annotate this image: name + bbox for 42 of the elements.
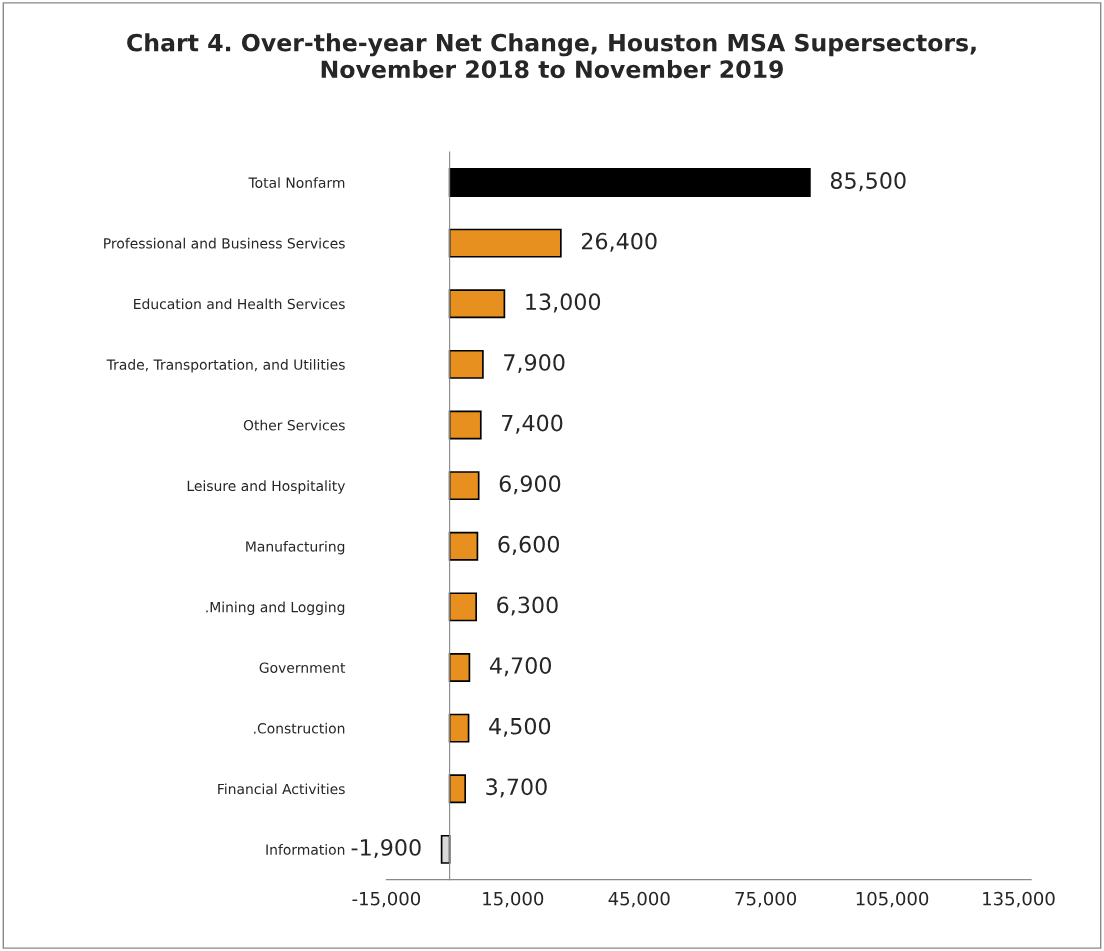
bar bbox=[448, 653, 471, 682]
y-tick-label: Total Nonfarm bbox=[248, 177, 345, 188]
data-label: 4,700 bbox=[489, 657, 551, 677]
data-label: 13,000 bbox=[526, 293, 601, 313]
bar bbox=[448, 531, 479, 561]
y-tick-label: Information bbox=[266, 844, 345, 855]
chart-title: Chart 4. Over-the-year Net Change, Houston MSA Supersectors, November 2018 to November 2019 bbox=[127, 33, 976, 79]
data-label: 7,900 bbox=[504, 353, 565, 374]
bar bbox=[448, 167, 811, 197]
y-tick-label: Leisure and Hospitality bbox=[187, 480, 346, 494]
data-label: 6,300 bbox=[497, 596, 558, 616]
y-tick-label: Other Services bbox=[243, 419, 345, 431]
data-label: 4,500 bbox=[489, 717, 551, 737]
bar bbox=[448, 471, 480, 501]
y-tick-label: Trade, Transportation, and Utilities bbox=[106, 359, 345, 373]
bar bbox=[448, 774, 467, 804]
data-label: 7,400 bbox=[502, 414, 563, 434]
x-tick-label: -15,000 bbox=[352, 891, 421, 908]
y-tick-label: .Mining and Logging bbox=[206, 601, 345, 616]
y-tick-label: Manufacturing bbox=[246, 540, 345, 555]
data-label: 6,600 bbox=[498, 535, 560, 555]
bar bbox=[448, 289, 506, 319]
bar bbox=[448, 713, 470, 743]
data-label: -1,900 bbox=[351, 839, 421, 859]
x-tick-label: 15,000 bbox=[483, 891, 544, 908]
bar bbox=[448, 349, 484, 379]
y-tick-label: .Construction bbox=[254, 722, 345, 734]
bar bbox=[448, 228, 562, 258]
data-label: 6,900 bbox=[499, 475, 561, 495]
y-tick-label: Professional and Business Services bbox=[104, 237, 345, 249]
x-tick-label: 135,000 bbox=[983, 891, 1055, 908]
data-label: 3,700 bbox=[486, 778, 547, 798]
y-tick-label: Government bbox=[259, 662, 346, 673]
bar bbox=[448, 592, 477, 622]
x-tick-label: 105,000 bbox=[856, 891, 929, 908]
data-label: 85,500 bbox=[830, 172, 906, 192]
y-tick-label: Financial Activities bbox=[218, 783, 345, 795]
bar bbox=[448, 410, 482, 440]
x-tick-label: 75,000 bbox=[735, 891, 797, 908]
data-label: 26,400 bbox=[581, 232, 657, 252]
x-tick-label: 45,000 bbox=[608, 891, 670, 908]
y-tick-label: Education and Health Services bbox=[134, 298, 345, 310]
